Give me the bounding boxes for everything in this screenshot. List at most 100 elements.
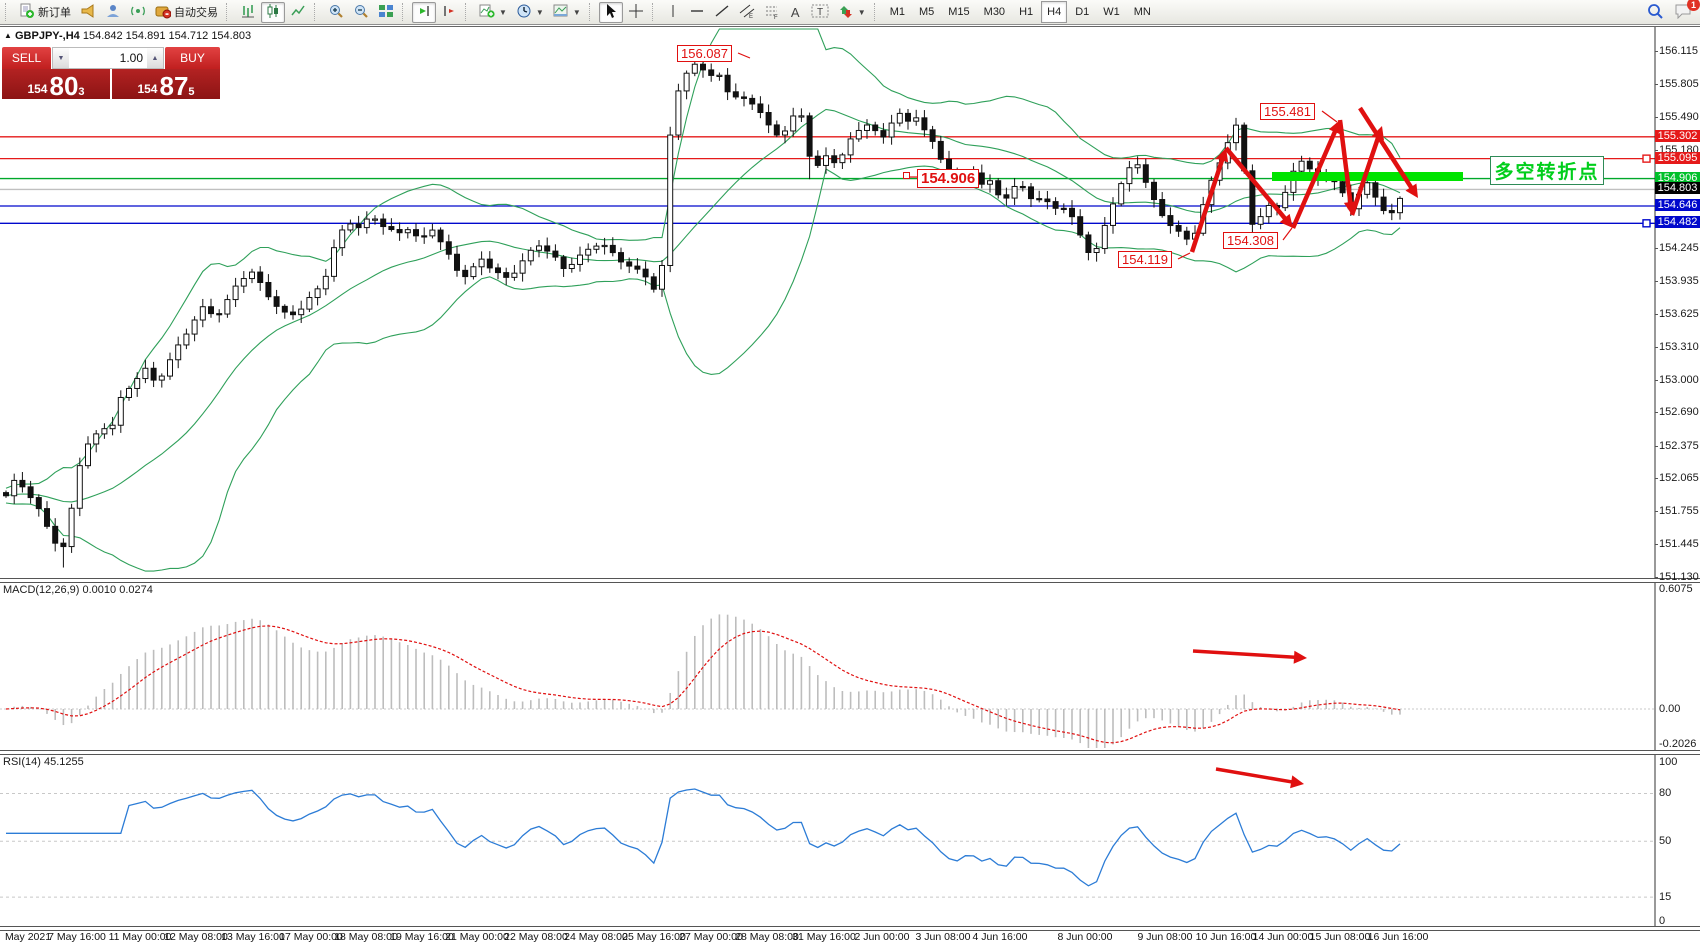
volume-input[interactable]: 1.00: [69, 48, 147, 68]
chart-price-label[interactable]: 155.481: [1260, 103, 1315, 120]
horn-icon: [80, 3, 96, 22]
signals-button[interactable]: [126, 2, 150, 23]
toolbar-separator: [651, 3, 658, 21]
tile-windows-icon: [378, 3, 394, 22]
notifications-button[interactable]: 1: [1674, 0, 1700, 22]
time-tick: 27 May 00:00: [679, 931, 743, 943]
time-tick: 19 May 16:00: [390, 931, 454, 943]
price-marker-155.302: 155.302: [1655, 129, 1700, 142]
rsi-axis-tick: 15: [1659, 891, 1672, 904]
price-tick: 152.065: [1655, 472, 1699, 485]
chart-symbol-icon: ▲: [4, 31, 12, 40]
channel-icon: E: [739, 3, 755, 22]
timeframe-d1[interactable]: D1: [1075, 6, 1090, 18]
candlestick-chart-button[interactable]: [261, 1, 285, 23]
time-tick: 9 Jun 08:00: [1137, 931, 1193, 943]
horn-button[interactable]: [76, 2, 100, 23]
volume-increase-button[interactable]: ▲: [147, 48, 163, 68]
auto-scroll-button[interactable]: [412, 1, 436, 23]
label-anchor-square: [903, 172, 910, 179]
new-order-label: 新订单: [38, 7, 71, 19]
periods-icon: [516, 3, 532, 22]
chart-shift-icon: [441, 3, 457, 22]
notification-badge: 1: [1687, 0, 1700, 11]
channel-button[interactable]: E: [735, 2, 759, 23]
sell-price[interactable]: 154 80 3: [2, 69, 110, 99]
toolbar-separator: [588, 3, 595, 21]
community-icon: [105, 3, 121, 22]
timeframe-mn[interactable]: MN: [1133, 6, 1151, 18]
cursor-button[interactable]: [598, 1, 623, 23]
search-icon[interactable]: [1646, 2, 1664, 23]
buy-price-main: 87: [159, 71, 189, 101]
rsi-axis-tick: 100: [1659, 755, 1678, 768]
timeframe-h4[interactable]: H4: [1041, 1, 1068, 23]
macd-label: MACD(12,26,9) 0.0010 0.0274: [3, 584, 153, 596]
time-tick: 10 Jun 16:00: [1195, 931, 1257, 943]
templates-button[interactable]: ▼: [549, 2, 585, 23]
time-tick: 14 Jun 00:00: [1252, 931, 1314, 943]
time-tick: 22 May 08:00: [504, 931, 568, 943]
timeframe-m30[interactable]: M30: [983, 6, 1006, 18]
time-tick: 4 Jun 16:00: [972, 931, 1028, 943]
time-tick: 17 May 00:00: [279, 931, 343, 943]
time-tick: 13 May 16:00: [221, 931, 285, 943]
timeframe-m15[interactable]: M15: [948, 6, 970, 18]
timeframe-w1[interactable]: W1: [1103, 6, 1120, 18]
price-tick: 154.245: [1655, 242, 1699, 255]
chart-price-label[interactable]: 154.119: [1118, 251, 1173, 268]
autotrade-button[interactable]: 自动交易: [151, 2, 222, 23]
fibonacci-button[interactable]: F: [760, 2, 784, 23]
time-tick: 31 May 16:00: [792, 931, 856, 943]
arrows-button[interactable]: ▼: [834, 2, 870, 23]
text-label-icon: T: [811, 3, 829, 22]
chart-window[interactable]: [0, 26, 1700, 946]
text-label-button[interactable]: T: [807, 2, 833, 23]
sell-price-sup: 3: [78, 86, 85, 98]
price-tick: 156.115: [1655, 45, 1700, 57]
candlestick-chart-icon: [265, 3, 281, 22]
timeframe-m1[interactable]: M1: [889, 6, 905, 18]
time-tick: May 2021: [4, 931, 52, 943]
turning-point-note[interactable]: 多空转折点: [1490, 156, 1604, 185]
toolbar: 新订单 自动交易 ▼ ▼ ▼ E F A T ▼: [0, 0, 1700, 25]
trendline-button[interactable]: [710, 2, 734, 23]
autotrade-label: 自动交易: [174, 7, 218, 19]
community-button[interactable]: [101, 2, 125, 23]
autotrade-icon: [155, 3, 172, 22]
zoom-in-button[interactable]: [324, 2, 348, 23]
price-tick: 151.755: [1655, 505, 1699, 518]
horizontal-line-button[interactable]: [685, 2, 709, 23]
price-tick: 153.935: [1655, 275, 1699, 288]
rsi-panel-divider[interactable]: [0, 750, 1700, 755]
horizontal-line-icon: [689, 3, 705, 22]
timeframe-h1[interactable]: H1: [1019, 6, 1034, 18]
chart-price-label[interactable]: 154.308: [1223, 232, 1278, 249]
vertical-line-button[interactable]: [662, 2, 684, 23]
indicators-button[interactable]: ▼: [475, 2, 511, 23]
periods-button[interactable]: ▼: [512, 2, 548, 23]
new-order-button[interactable]: 新订单: [15, 2, 75, 23]
buy-button[interactable]: BUY: [165, 47, 220, 69]
timeframe-m5[interactable]: M5: [918, 6, 935, 18]
sell-button[interactable]: SELL: [2, 47, 51, 69]
chart-price-label[interactable]: 154.906: [917, 169, 980, 188]
auto-scroll-icon: [416, 3, 432, 22]
tile-windows-button[interactable]: [374, 2, 398, 23]
crosshair-button[interactable]: [624, 2, 648, 23]
chart-price-label[interactable]: 156.087: [677, 45, 732, 62]
buy-price[interactable]: 154 87 5: [112, 69, 220, 99]
chart-shift-button[interactable]: [437, 2, 461, 23]
price-marker-154.906: 154.906: [1655, 171, 1700, 184]
volume-decrease-button[interactable]: ▼: [53, 48, 69, 68]
toolbar-separator: [314, 3, 320, 21]
toolbar-separator: [465, 3, 471, 21]
zoom-out-button[interactable]: [349, 2, 373, 23]
time-tick: 12 May 08:00: [164, 931, 228, 943]
macd-panel-divider[interactable]: [0, 578, 1700, 583]
bar-chart-button[interactable]: [236, 2, 260, 23]
buy-price-prefix: 154: [137, 82, 158, 96]
price-tick: 151.445: [1655, 537, 1699, 550]
line-chart-button[interactable]: [286, 2, 310, 23]
text-button[interactable]: A: [785, 2, 806, 23]
